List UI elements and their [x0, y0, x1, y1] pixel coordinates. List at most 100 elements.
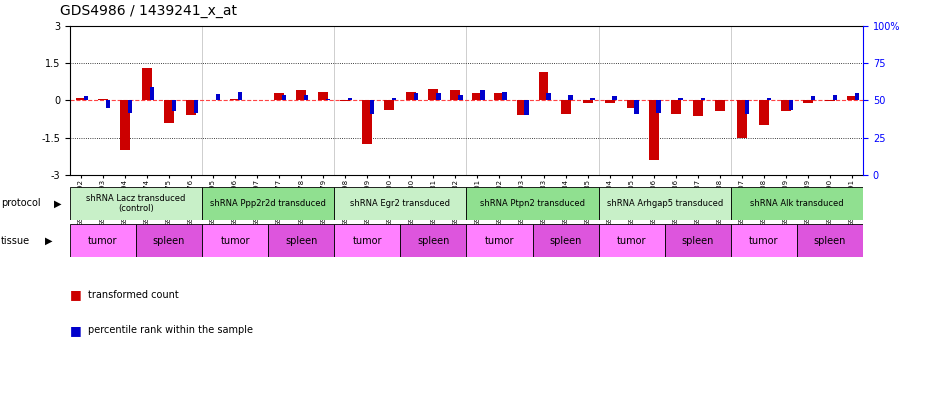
Bar: [106, 100, 110, 108]
Bar: [429, 89, 438, 100]
Text: protocol: protocol: [1, 198, 41, 208]
Text: spleen: spleen: [550, 236, 582, 246]
Bar: [76, 98, 86, 100]
Bar: [136, 224, 202, 257]
Bar: [84, 96, 88, 100]
Bar: [150, 86, 154, 100]
Bar: [363, 100, 372, 144]
Bar: [502, 92, 507, 100]
Text: tumor: tumor: [352, 236, 382, 246]
Text: spleen: spleen: [682, 236, 714, 246]
Text: ■: ■: [70, 323, 82, 337]
Bar: [591, 98, 595, 100]
Bar: [340, 100, 351, 101]
Text: ▶: ▶: [54, 198, 61, 208]
Bar: [766, 98, 771, 100]
Bar: [216, 94, 220, 100]
Bar: [202, 224, 268, 257]
Bar: [202, 187, 334, 220]
Bar: [458, 95, 462, 100]
Bar: [781, 100, 790, 111]
Text: tumor: tumor: [485, 236, 514, 246]
Bar: [127, 100, 132, 113]
Bar: [436, 93, 441, 100]
Bar: [70, 224, 136, 257]
Bar: [671, 100, 681, 114]
Bar: [304, 95, 308, 100]
Text: shRNA Lacz transduced
(control): shRNA Lacz transduced (control): [86, 194, 186, 213]
Bar: [599, 187, 731, 220]
Bar: [414, 93, 418, 100]
Bar: [268, 224, 334, 257]
Bar: [649, 100, 658, 160]
Bar: [370, 100, 375, 114]
Text: tumor: tumor: [750, 236, 778, 246]
Text: spleen: spleen: [153, 236, 185, 246]
Bar: [665, 224, 731, 257]
Bar: [855, 93, 859, 100]
Bar: [326, 99, 330, 100]
Bar: [803, 100, 813, 103]
Bar: [466, 187, 599, 220]
Bar: [472, 93, 483, 100]
Bar: [384, 100, 394, 110]
Bar: [392, 98, 396, 100]
Text: tumor: tumor: [88, 236, 117, 246]
Bar: [318, 92, 328, 100]
Bar: [525, 100, 528, 115]
Text: tumor: tumor: [617, 236, 646, 246]
Text: transformed count: transformed count: [88, 290, 179, 300]
Bar: [832, 95, 837, 100]
Bar: [604, 100, 615, 103]
Bar: [480, 90, 485, 100]
Bar: [634, 100, 639, 114]
Bar: [70, 187, 202, 220]
Bar: [847, 96, 857, 100]
Bar: [348, 98, 352, 100]
Bar: [737, 100, 747, 138]
Bar: [700, 98, 705, 100]
Bar: [715, 100, 724, 111]
Bar: [334, 187, 466, 220]
Bar: [582, 100, 592, 103]
Text: tissue: tissue: [1, 236, 30, 246]
Bar: [142, 68, 152, 100]
Bar: [466, 224, 533, 257]
Bar: [334, 224, 400, 257]
Text: spleen: spleen: [285, 236, 317, 246]
Text: shRNA Egr2 transduced: shRNA Egr2 transduced: [351, 199, 450, 208]
Bar: [825, 100, 835, 101]
Text: percentile rank within the sample: percentile rank within the sample: [88, 325, 253, 335]
Text: shRNA Arhgap5 transduced: shRNA Arhgap5 transduced: [606, 199, 723, 208]
Text: spleen: spleen: [418, 236, 449, 246]
Text: ▶: ▶: [45, 236, 52, 246]
Bar: [98, 99, 108, 100]
Bar: [274, 93, 284, 100]
Bar: [406, 92, 417, 100]
Text: shRNA Ppp2r2d transduced: shRNA Ppp2r2d transduced: [210, 199, 326, 208]
Bar: [538, 72, 549, 100]
Text: GDS4986 / 1439241_x_at: GDS4986 / 1439241_x_at: [60, 4, 237, 18]
Bar: [693, 100, 703, 116]
Bar: [238, 92, 242, 100]
Bar: [296, 90, 306, 100]
Bar: [568, 95, 573, 100]
Bar: [186, 100, 196, 115]
Bar: [495, 93, 504, 100]
Text: spleen: spleen: [814, 236, 846, 246]
Bar: [120, 100, 130, 150]
Bar: [516, 100, 526, 115]
Bar: [679, 98, 683, 100]
Bar: [193, 100, 198, 113]
Bar: [745, 100, 749, 114]
Bar: [731, 224, 797, 257]
Bar: [164, 100, 174, 123]
Text: shRNA Ptpn2 transduced: shRNA Ptpn2 transduced: [480, 199, 585, 208]
Bar: [657, 100, 661, 113]
Bar: [599, 224, 665, 257]
Bar: [627, 100, 637, 108]
Text: tumor: tumor: [220, 236, 250, 246]
Text: ■: ■: [70, 288, 82, 301]
Bar: [759, 100, 769, 125]
Text: shRNA Alk transduced: shRNA Alk transduced: [751, 199, 844, 208]
